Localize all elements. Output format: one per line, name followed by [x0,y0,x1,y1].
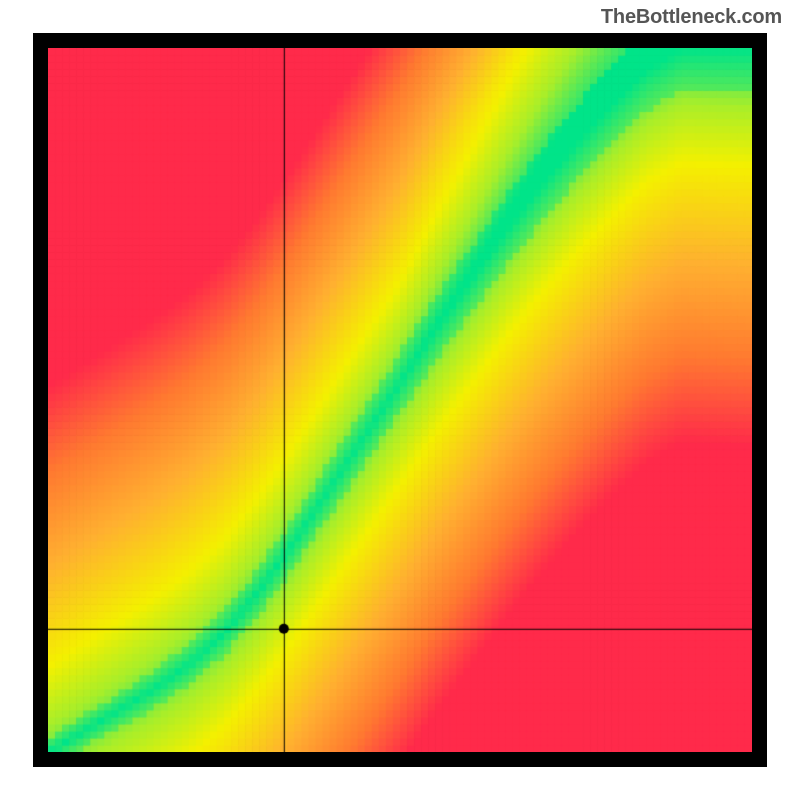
bottleneck-heatmap [48,48,752,752]
chart-frame [33,33,767,767]
attribution-text: TheBottleneck.com [601,6,782,29]
